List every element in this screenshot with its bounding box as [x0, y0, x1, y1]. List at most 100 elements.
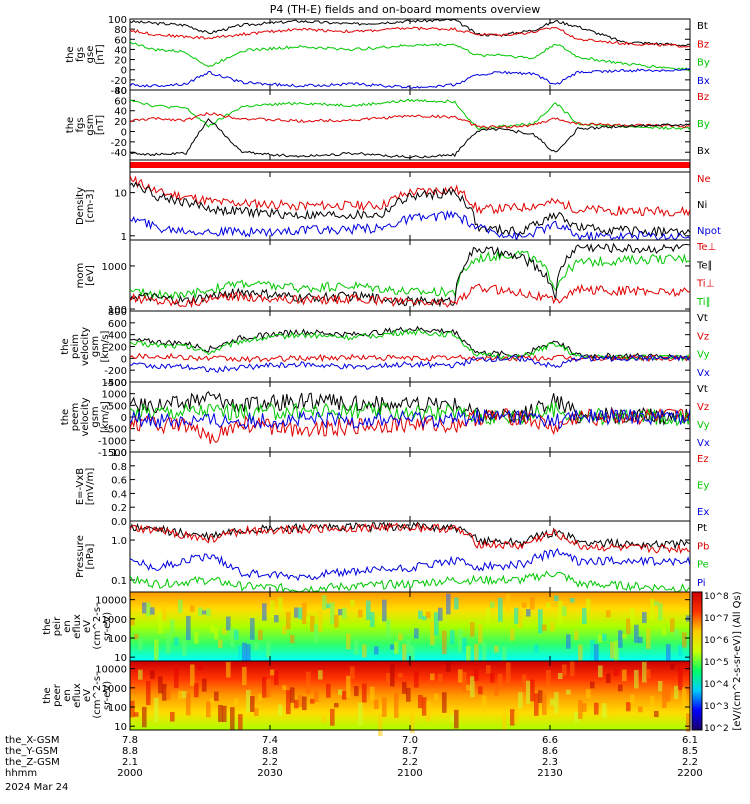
legend-item: Pb	[697, 541, 709, 552]
panel-frame	[129, 310, 691, 383]
ephemeris-value: 2130	[537, 768, 562, 779]
ephemeris-axis: the_X-GSM 7.8 7.4 7.0 6.6 6.1 the_Y-GSM 8.8 8.8 8…	[5, 735, 703, 793]
y-tick-label: 0	[121, 66, 127, 77]
series-Te∥	[130, 242, 690, 308]
y-axis-label: eflux	[72, 683, 83, 708]
legend-item: Vz	[697, 402, 709, 413]
panel-frame	[129, 520, 691, 593]
y-tick-label: 1	[121, 232, 127, 243]
series-group	[130, 19, 690, 89]
colorbar-tick-label: 10^4	[704, 680, 729, 690]
legend-item: Ne	[697, 174, 711, 185]
legend-item: Vt	[697, 313, 708, 324]
colorbar-tick-label: 10^7	[704, 614, 729, 624]
series-Pt	[130, 521, 690, 550]
series-Bx	[130, 118, 690, 159]
colorbar-tick-label: 10^3	[704, 702, 729, 712]
legend-item: Ti⊥	[696, 279, 714, 290]
y-axis-label: eV	[82, 689, 93, 702]
colorbar-tick-label: 10^6	[704, 636, 729, 646]
y-axis-label: the	[65, 117, 76, 133]
y-tick-label: 0.4	[111, 489, 127, 500]
legend-item: Ni	[697, 200, 707, 211]
y-axis-label: [cm-3]	[85, 189, 96, 222]
series-Vz	[130, 352, 690, 364]
y-tick-label: 1.0	[111, 536, 127, 547]
flag-bar	[130, 162, 690, 168]
y-axis-label: eV	[82, 620, 93, 633]
legend-item: Ey	[697, 481, 709, 492]
y-tick-label: 200	[108, 343, 127, 354]
y-tick-label: -200	[104, 366, 127, 377]
y-tick-label: 20	[114, 56, 127, 67]
y-axis-label: [nPa]	[85, 543, 96, 569]
y-tick-label: 0.1	[111, 576, 127, 587]
y-tick-label: -40	[111, 86, 127, 97]
y-tick-label: 10	[114, 189, 127, 200]
y-tick-label: 400	[108, 331, 127, 342]
y-tick-label: -20	[111, 76, 127, 87]
y-tick-label: 20	[114, 117, 127, 128]
ephemeris-value: 8.8	[122, 746, 138, 757]
series-Pb	[130, 522, 690, 555]
legend-item: Pt	[697, 523, 707, 534]
ephemeris-value: 2.2	[262, 757, 278, 768]
y-axis-label: eflux	[72, 614, 83, 639]
legend-item: By	[697, 58, 710, 69]
y-tick-label: 100	[108, 634, 127, 645]
series-Bz	[130, 26, 690, 48]
series-Ne	[130, 175, 690, 218]
series-group	[130, 325, 690, 373]
panel-frame	[129, 171, 691, 241]
y-tick-label: 100	[108, 703, 127, 714]
ephemeris-value: 2.3	[542, 757, 558, 768]
series-Pi	[130, 547, 690, 582]
panel-pressure: 0.1 1.0 Pressure [nPa] Pt Pb Pe Pi	[75, 520, 709, 593]
legend-item: Bx	[697, 146, 710, 157]
y-tick-label: 10000	[95, 596, 127, 607]
y-tick-label: 40	[114, 45, 127, 56]
y-axis-label: the	[60, 409, 71, 425]
y-axis-label: (cm^2-s-	[92, 672, 103, 719]
y-axis-label: en	[62, 689, 73, 702]
y-tick-label: 80	[114, 25, 127, 36]
panel-frame	[129, 18, 691, 91]
series-Vx	[130, 354, 690, 373]
series-Vy	[130, 402, 690, 427]
series-group	[130, 242, 690, 309]
ephemeris-value: 6.1	[682, 735, 698, 746]
series-group	[130, 521, 690, 592]
ephemeris-value: 8.7	[402, 746, 418, 757]
y-axis-label: Density	[75, 187, 86, 225]
y-axis-label: the	[65, 46, 76, 62]
ephemeris-value: 8.5	[682, 746, 698, 757]
legend-item: Npot	[697, 226, 721, 237]
y-tick-label: 0.6	[111, 476, 127, 487]
ephemeris-value: 2.1	[122, 757, 138, 768]
panel-temperature: 100 1000 mom [eV] Te⊥ Te∥ Ti⊥ Ti∥	[75, 239, 716, 316]
y-axis-label: [eV]	[85, 265, 96, 286]
y-tick-label: -1000	[98, 436, 127, 447]
y-tick-label: 1000	[102, 615, 127, 626]
series-Te⊥	[130, 283, 690, 309]
y-tick-label: 800	[108, 307, 127, 318]
panel-peer-spectrogram: 10 100 1000 10000 the peer en eflux eV (cm^2-s-sr…	[42, 660, 691, 737]
y-tick-label: 0.8	[111, 462, 127, 473]
y-axis-label: Pressure	[75, 535, 86, 578]
legend-item: Pi	[697, 578, 706, 589]
y-tick-label: 0	[121, 127, 127, 138]
ephemeris-label: the_Y-GSM	[5, 746, 58, 757]
y-axis-label: [km/s]	[100, 330, 111, 362]
series-Bz	[130, 112, 690, 130]
y-axis-label: en	[62, 620, 73, 633]
series-group	[130, 390, 690, 444]
colorbar-tick-label: 10^2	[704, 724, 729, 734]
y-tick-label: 0.0	[111, 517, 127, 528]
y-tick-label: 80	[114, 86, 127, 97]
y-tick-label: 40	[114, 107, 127, 118]
y-tick-label: -40	[111, 148, 127, 159]
ephemeris-value: 8.8	[262, 746, 278, 757]
legend-item: Ez	[697, 454, 709, 465]
y-axis-label: peer	[52, 683, 63, 707]
